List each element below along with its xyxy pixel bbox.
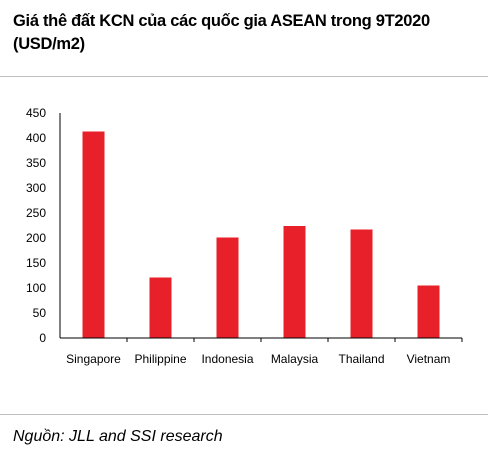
y-tick-label: 100 (26, 281, 46, 295)
bars (82, 131, 440, 338)
bottom-divider (0, 414, 488, 415)
bar-malaysia (283, 226, 306, 338)
y-tick-label: 450 (26, 106, 46, 120)
x-tick-label: Indonesia (201, 352, 253, 366)
bar-singapore (82, 131, 105, 338)
x-axis: Singapore Philippine Indonesia Malaysia Thai… (60, 337, 463, 366)
bar-indonesia (216, 237, 239, 338)
y-tick-label: 300 (26, 181, 46, 195)
bar-philippine (149, 277, 172, 338)
x-tick-label: Malaysia (271, 352, 319, 366)
y-axis: 0 50 100 150 200 250 300 350 400 450 (26, 106, 61, 345)
x-tick-label: Thailand (338, 352, 384, 366)
chart-title: Giá thê đất KCN của các quốc gia ASEAN t… (13, 12, 430, 53)
x-tick-label: Singapore (66, 352, 121, 366)
y-tick-label: 150 (26, 256, 46, 270)
y-tick-label: 250 (26, 206, 46, 220)
top-divider (0, 76, 488, 77)
source-note: Nguồn: JLL and SSI research (13, 428, 223, 445)
y-tick-label: 200 (26, 231, 46, 245)
y-tick-label: 50 (33, 306, 47, 320)
y-tick-label: 0 (39, 331, 46, 345)
y-tick-label: 400 (26, 131, 46, 145)
bar-vietnam (417, 285, 440, 338)
y-tick-label: 350 (26, 156, 46, 170)
x-tick-label: Vietnam (407, 352, 451, 366)
bar-thailand (350, 229, 373, 338)
x-tick-label: Philippine (134, 352, 186, 366)
